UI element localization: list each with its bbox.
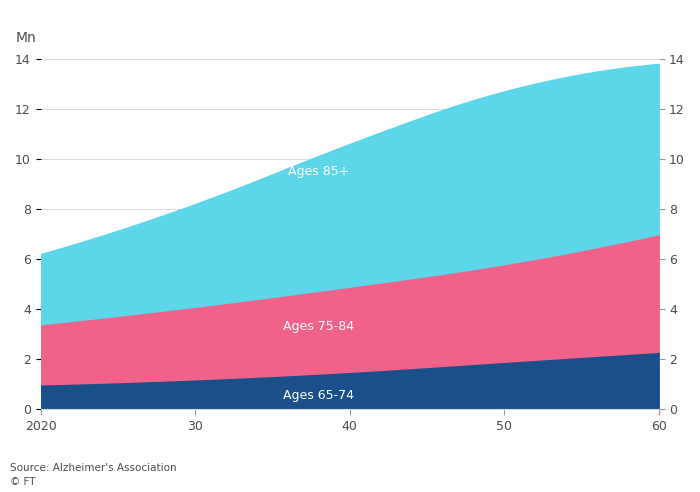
Text: Source: Alzheimer's Association
© FT: Source: Alzheimer's Association © FT (10, 463, 177, 487)
Text: Ages 85+: Ages 85+ (288, 165, 349, 178)
Text: Ages 75-84: Ages 75-84 (284, 320, 354, 333)
Text: Ages 65-74: Ages 65-74 (284, 389, 354, 402)
Text: Mn: Mn (16, 31, 36, 45)
